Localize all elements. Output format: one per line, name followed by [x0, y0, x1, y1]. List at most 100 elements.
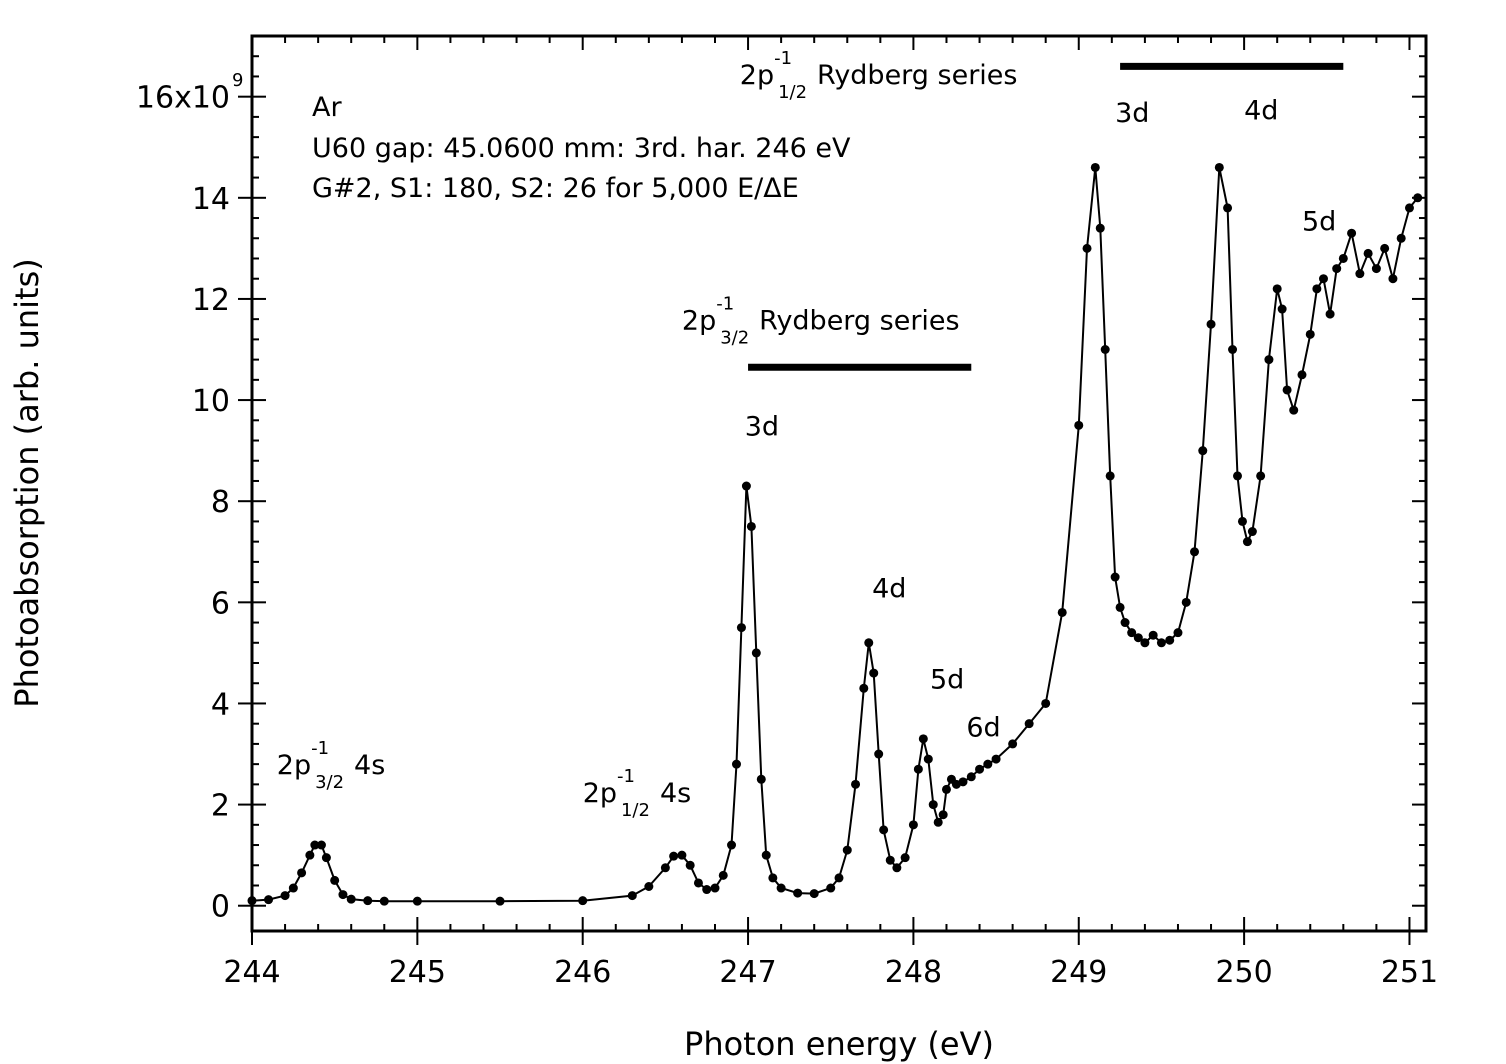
data-point — [363, 896, 373, 906]
peak-label: 2p-1 3/2Rydberg series — [682, 293, 960, 348]
data-point — [685, 860, 695, 870]
data-point — [834, 873, 844, 883]
data-point — [412, 896, 422, 906]
data-point — [731, 759, 741, 769]
data-point — [851, 779, 861, 789]
data-point — [768, 873, 778, 883]
peak-label: 5d — [1302, 207, 1336, 238]
x-tick-label: 249 — [1050, 955, 1107, 990]
data-point — [644, 882, 654, 892]
data-series — [247, 162, 1423, 906]
data-point — [933, 817, 943, 827]
data-point — [718, 870, 728, 880]
y-tick-label: 8 — [211, 485, 230, 520]
info-line-grating: G#2, S1: 180, S2: 26 for 5,000 E/ΔE — [312, 173, 799, 204]
data-point — [669, 851, 679, 861]
data-point — [983, 759, 993, 769]
data-point — [1363, 248, 1373, 258]
data-point — [1242, 537, 1252, 547]
data-point — [1380, 243, 1390, 253]
data-point — [908, 820, 918, 830]
info-line-undulator: U60 gap: 45.0600 mm: 3rd. har. 246 eV — [312, 133, 851, 164]
data-point — [1272, 284, 1282, 294]
data-point — [1120, 618, 1130, 628]
data-point — [1338, 253, 1348, 263]
data-point — [1165, 635, 1175, 645]
data-point — [1206, 319, 1216, 329]
y-tick-label: 4 — [211, 687, 230, 722]
data-point — [793, 888, 803, 898]
data-point — [305, 850, 315, 860]
data-point — [1237, 516, 1247, 526]
data-point — [693, 878, 703, 888]
data-point — [736, 623, 746, 633]
y-exponent: 9 — [232, 70, 243, 91]
data-point — [941, 784, 951, 794]
data-point — [627, 891, 637, 901]
data-point — [1256, 471, 1266, 481]
y-tick-label: 6 — [211, 586, 230, 621]
data-point — [913, 764, 923, 774]
data-point — [1228, 345, 1238, 355]
data-point — [1127, 628, 1137, 638]
data-point — [1008, 739, 1018, 749]
data-point — [1214, 162, 1224, 172]
data-point — [379, 896, 389, 906]
data-point — [297, 868, 307, 878]
data-point — [310, 840, 320, 850]
data-point — [1115, 602, 1125, 612]
data-point — [660, 863, 670, 873]
data-point — [751, 648, 761, 658]
info-line-sample: Ar — [312, 92, 342, 123]
peak-label: 4d — [872, 573, 906, 604]
data-point — [1041, 698, 1051, 708]
data-point — [1277, 304, 1287, 314]
data-point — [1396, 233, 1406, 243]
data-point — [1181, 597, 1191, 607]
data-point — [1388, 274, 1398, 284]
data-point — [892, 863, 902, 873]
data-point — [1282, 385, 1292, 395]
axis-ticks — [238, 36, 1426, 945]
data-point — [874, 749, 884, 759]
data-point — [316, 840, 326, 850]
y-tick-label: 2 — [211, 789, 230, 824]
data-point — [1110, 572, 1120, 582]
data-point — [264, 895, 274, 905]
data-point — [918, 734, 928, 744]
data-point — [702, 885, 712, 895]
data-point — [677, 850, 687, 860]
data-point — [1312, 284, 1322, 294]
data-point — [1057, 607, 1067, 617]
data-point — [495, 896, 505, 906]
x-tick-label: 247 — [719, 955, 776, 990]
data-point — [809, 889, 819, 899]
data-point — [900, 853, 910, 863]
data-point — [1100, 345, 1110, 355]
data-point — [1024, 719, 1034, 729]
data-point — [288, 883, 298, 893]
x-tick-label: 251 — [1381, 955, 1438, 990]
peak-label: 5d — [930, 664, 964, 695]
data-point — [1173, 628, 1183, 638]
data-point — [578, 896, 588, 906]
data-point — [746, 521, 756, 531]
data-point — [938, 810, 948, 820]
data-point — [1190, 547, 1200, 557]
y-tick-label: 0 — [211, 890, 230, 925]
y-tick-labels: 0 2 4 6 8 10 12 14 16x10 — [136, 81, 230, 925]
data-point — [330, 875, 340, 885]
data-point — [1223, 203, 1233, 213]
data-point — [928, 800, 938, 810]
data-point — [1289, 405, 1299, 415]
data-point — [710, 883, 720, 893]
data-point — [338, 890, 348, 900]
data-point — [1325, 309, 1335, 319]
info-box: Ar U60 gap: 45.0600 mm: 3rd. har. 246 eV… — [312, 92, 851, 204]
data-point — [1305, 329, 1315, 339]
peak-label: 2p-1 1/2Rydberg series — [740, 48, 1018, 103]
data-point — [879, 825, 889, 835]
peak-label: 3d — [1115, 98, 1149, 129]
